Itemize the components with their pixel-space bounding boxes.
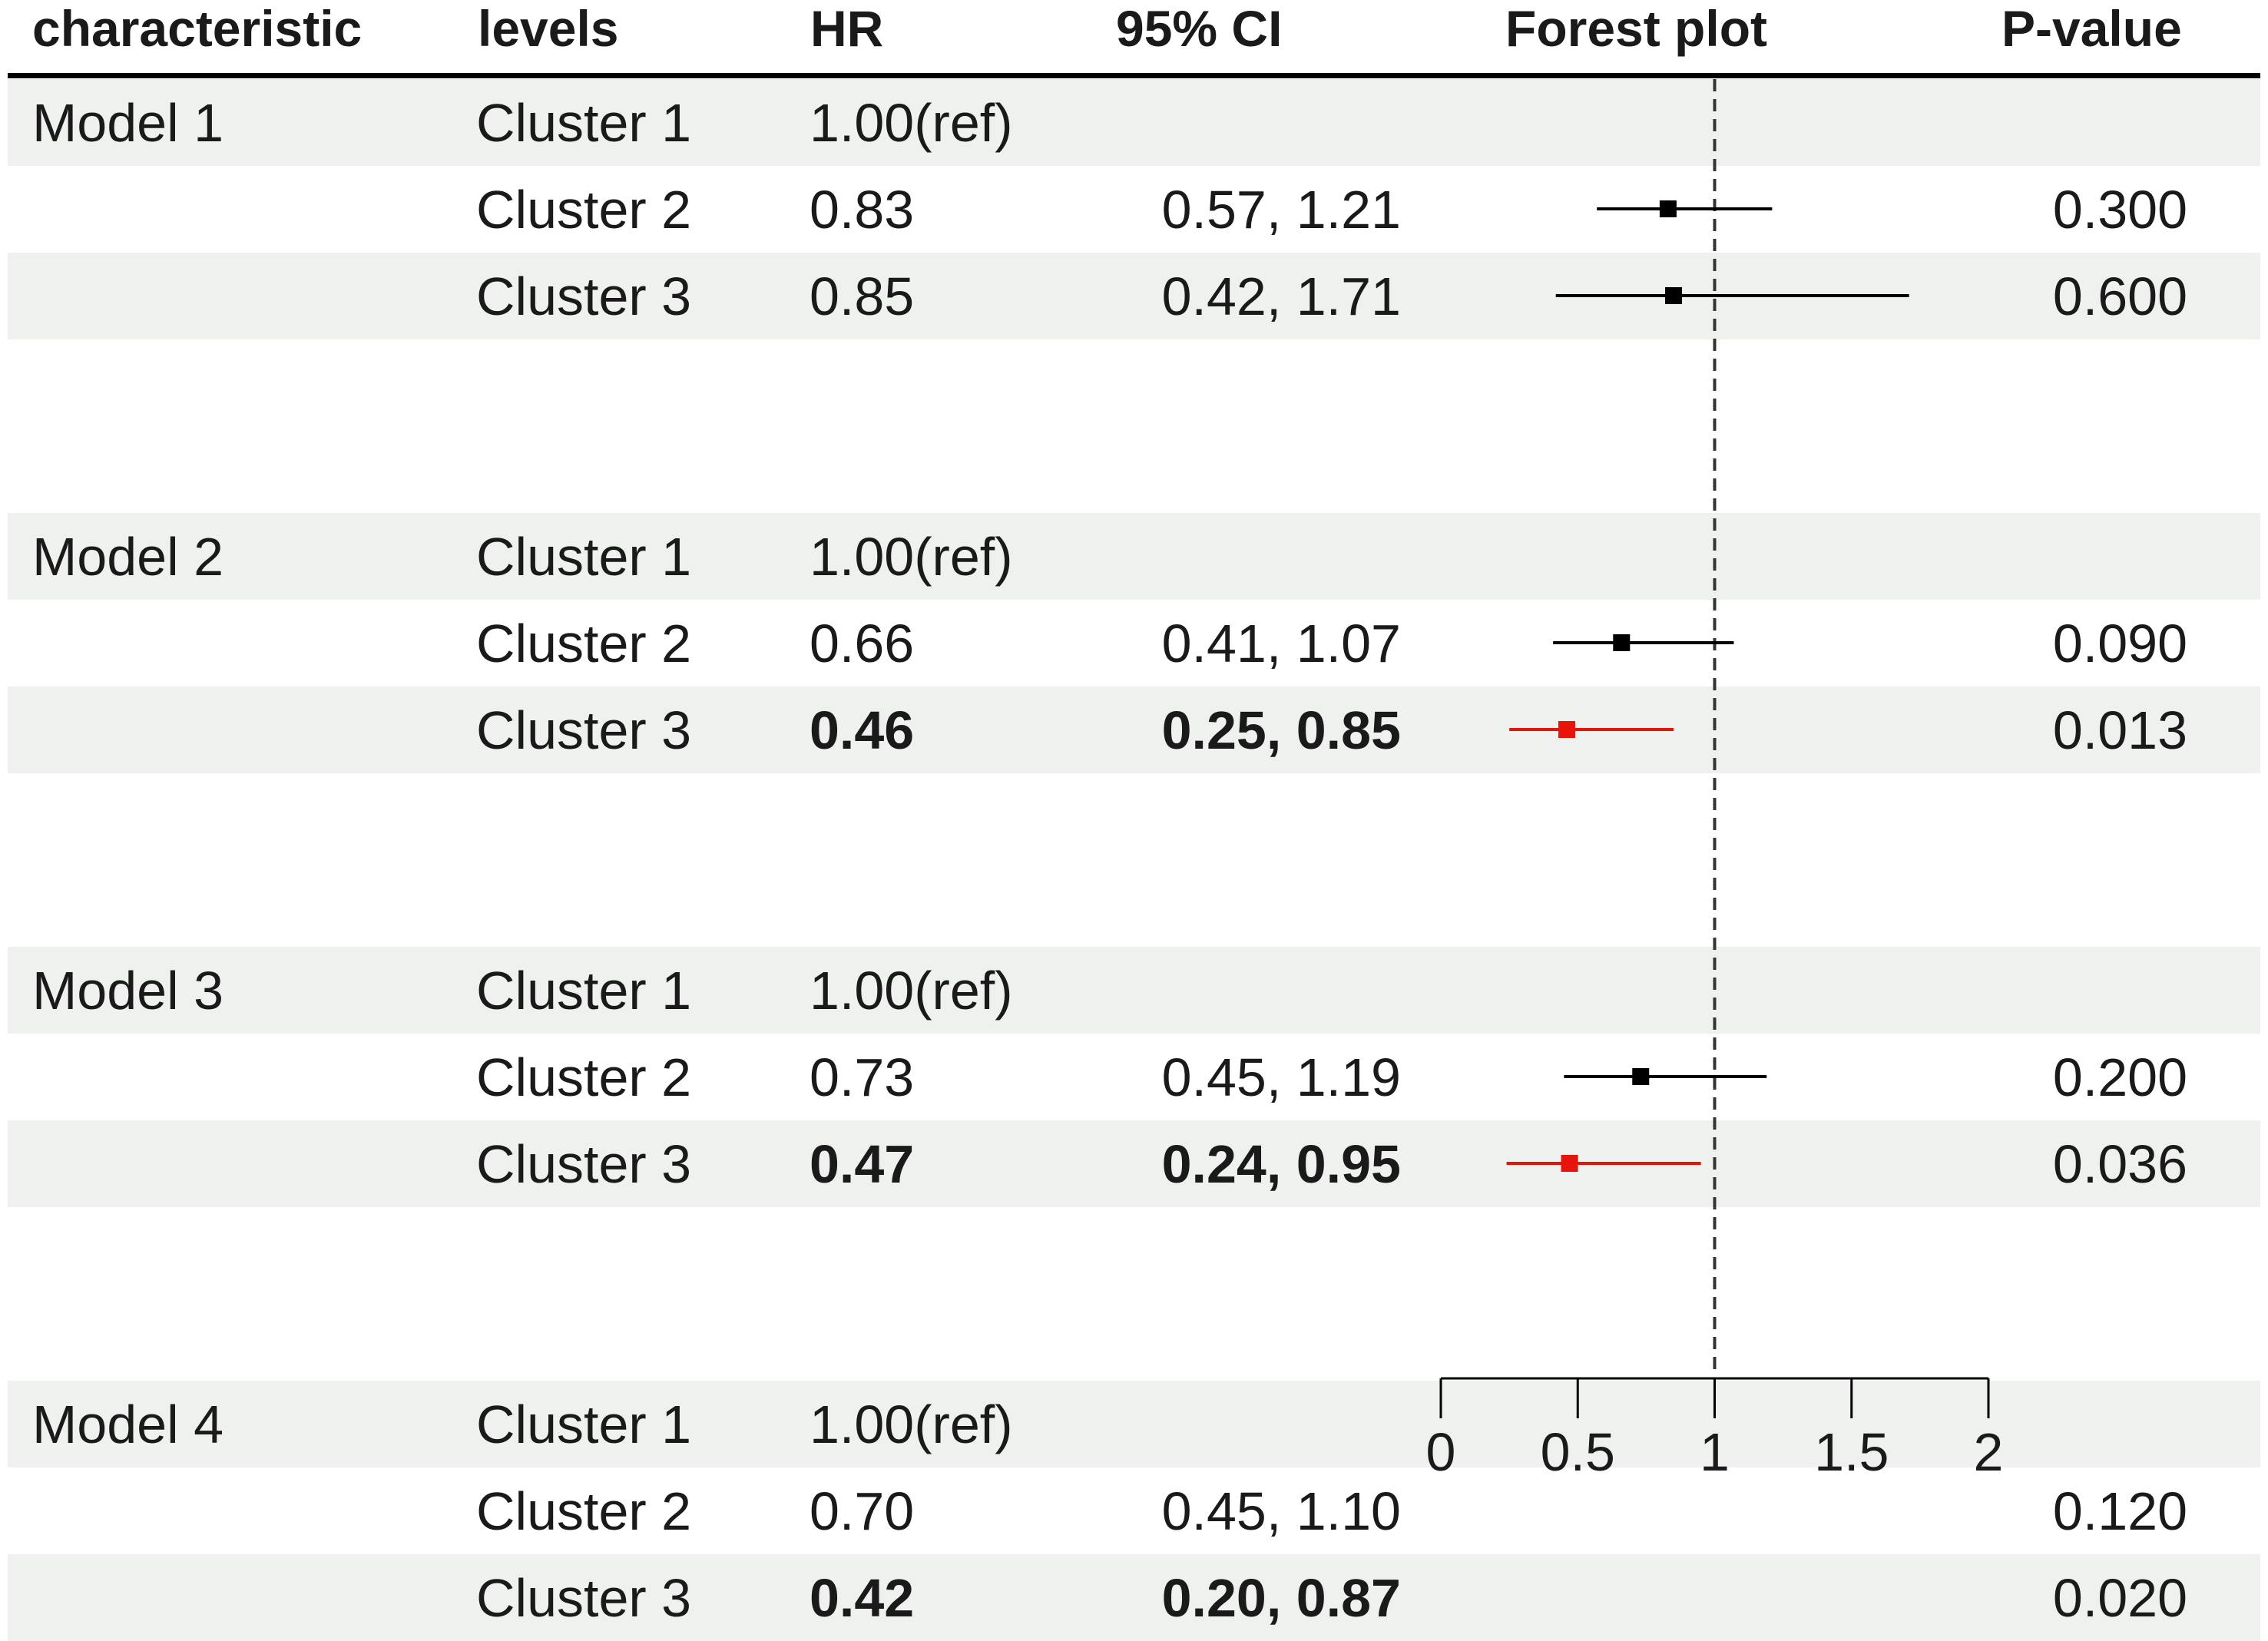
ci-value: 0.41, 1.07 — [1161, 614, 1401, 673]
row-band — [8, 947, 2260, 1034]
model-label: Model 1 — [32, 93, 224, 153]
hr-value: 0.42 — [810, 1568, 915, 1628]
hr-value: 0.70 — [810, 1481, 915, 1541]
p-value: 0.013 — [2052, 700, 2187, 760]
level-label: Cluster 2 — [476, 1481, 692, 1541]
hr-value: 1.00(ref) — [810, 527, 1013, 587]
header-p-value: P-value — [2001, 0, 2182, 57]
p-value: 0.200 — [2052, 1047, 2187, 1107]
hr-value: 1.00(ref) — [810, 1395, 1013, 1454]
p-value: 0.600 — [2052, 266, 2187, 326]
hr-point — [1632, 1068, 1650, 1085]
level-label: Cluster 3 — [476, 1568, 692, 1628]
hr-point — [1659, 200, 1677, 217]
hr-value: 0.46 — [810, 700, 915, 760]
model-label: Model 4 — [32, 1395, 224, 1454]
header-hr: HR — [810, 0, 884, 57]
header-levels: levels — [478, 0, 619, 57]
x-tick-label: 0 — [1426, 1422, 1456, 1476]
ci-value: 0.42, 1.71 — [1161, 266, 1401, 326]
row-band — [8, 1120, 2260, 1207]
level-label: Cluster 3 — [476, 266, 692, 326]
level-label: Cluster 1 — [476, 93, 692, 153]
model-label: Model 3 — [32, 961, 224, 1021]
hr-point — [1613, 634, 1631, 651]
forest-plot: 0 0.5 1 1.5 2 — [1426, 79, 2004, 1476]
hr-value: 0.47 — [810, 1134, 915, 1194]
x-tick-label: 1.5 — [1814, 1422, 1889, 1476]
header-forest-plot: Forest plot — [1505, 0, 1767, 57]
ci-value: 0.24, 0.95 — [1161, 1134, 1401, 1194]
p-value: 0.036 — [2052, 1134, 2187, 1194]
ci-value: 0.57, 1.21 — [1161, 180, 1401, 240]
hr-value: 0.73 — [810, 1047, 915, 1107]
level-label: Cluster 2 — [476, 1047, 692, 1107]
row-band — [8, 79, 2260, 166]
ci-value: 0.45, 1.19 — [1161, 1047, 1401, 1107]
p-value: 0.120 — [2052, 1481, 2187, 1541]
p-value: 0.090 — [2052, 614, 2187, 673]
row-band — [8, 687, 2260, 773]
hr-value: 0.83 — [810, 180, 915, 240]
p-value: 0.300 — [2052, 180, 2187, 240]
level-label: Cluster 3 — [476, 700, 692, 760]
p-value: 0.020 — [2052, 1568, 2187, 1628]
header-characteristic: characteristic — [32, 0, 363, 57]
model-label: Model 2 — [32, 527, 224, 587]
hr-value: 1.00(ref) — [810, 93, 1013, 153]
row-band — [8, 513, 2260, 600]
hr-point — [1561, 1155, 1578, 1172]
hr-point — [1665, 287, 1683, 304]
forest-plot-figure: characteristic levels HR 95% CI Forest p… — [8, 0, 2260, 1641]
header-rule — [8, 73, 2260, 78]
header-ci: 95% CI — [1116, 0, 1283, 57]
ci-value: 0.20, 0.87 — [1161, 1568, 1401, 1628]
x-tick-label: 0.5 — [1541, 1422, 1615, 1476]
hr-value: 1.00(ref) — [810, 961, 1013, 1021]
ci-value: 0.45, 1.10 — [1161, 1481, 1401, 1541]
hr-value: 0.66 — [810, 614, 915, 673]
level-label: Cluster 1 — [476, 527, 692, 587]
level-label: Cluster 2 — [476, 180, 692, 240]
hr-value: 0.85 — [810, 266, 915, 326]
level-label: Cluster 2 — [476, 614, 692, 673]
hr-point — [1558, 721, 1575, 738]
x-tick-label: 2 — [1974, 1422, 2004, 1476]
row-band — [8, 1381, 2260, 1467]
level-label: Cluster 1 — [476, 1395, 692, 1454]
x-tick-label: 1 — [1700, 1422, 1730, 1476]
level-label: Cluster 3 — [476, 1134, 692, 1194]
level-label: Cluster 1 — [476, 961, 692, 1021]
ci-value: 0.25, 0.85 — [1161, 700, 1401, 760]
